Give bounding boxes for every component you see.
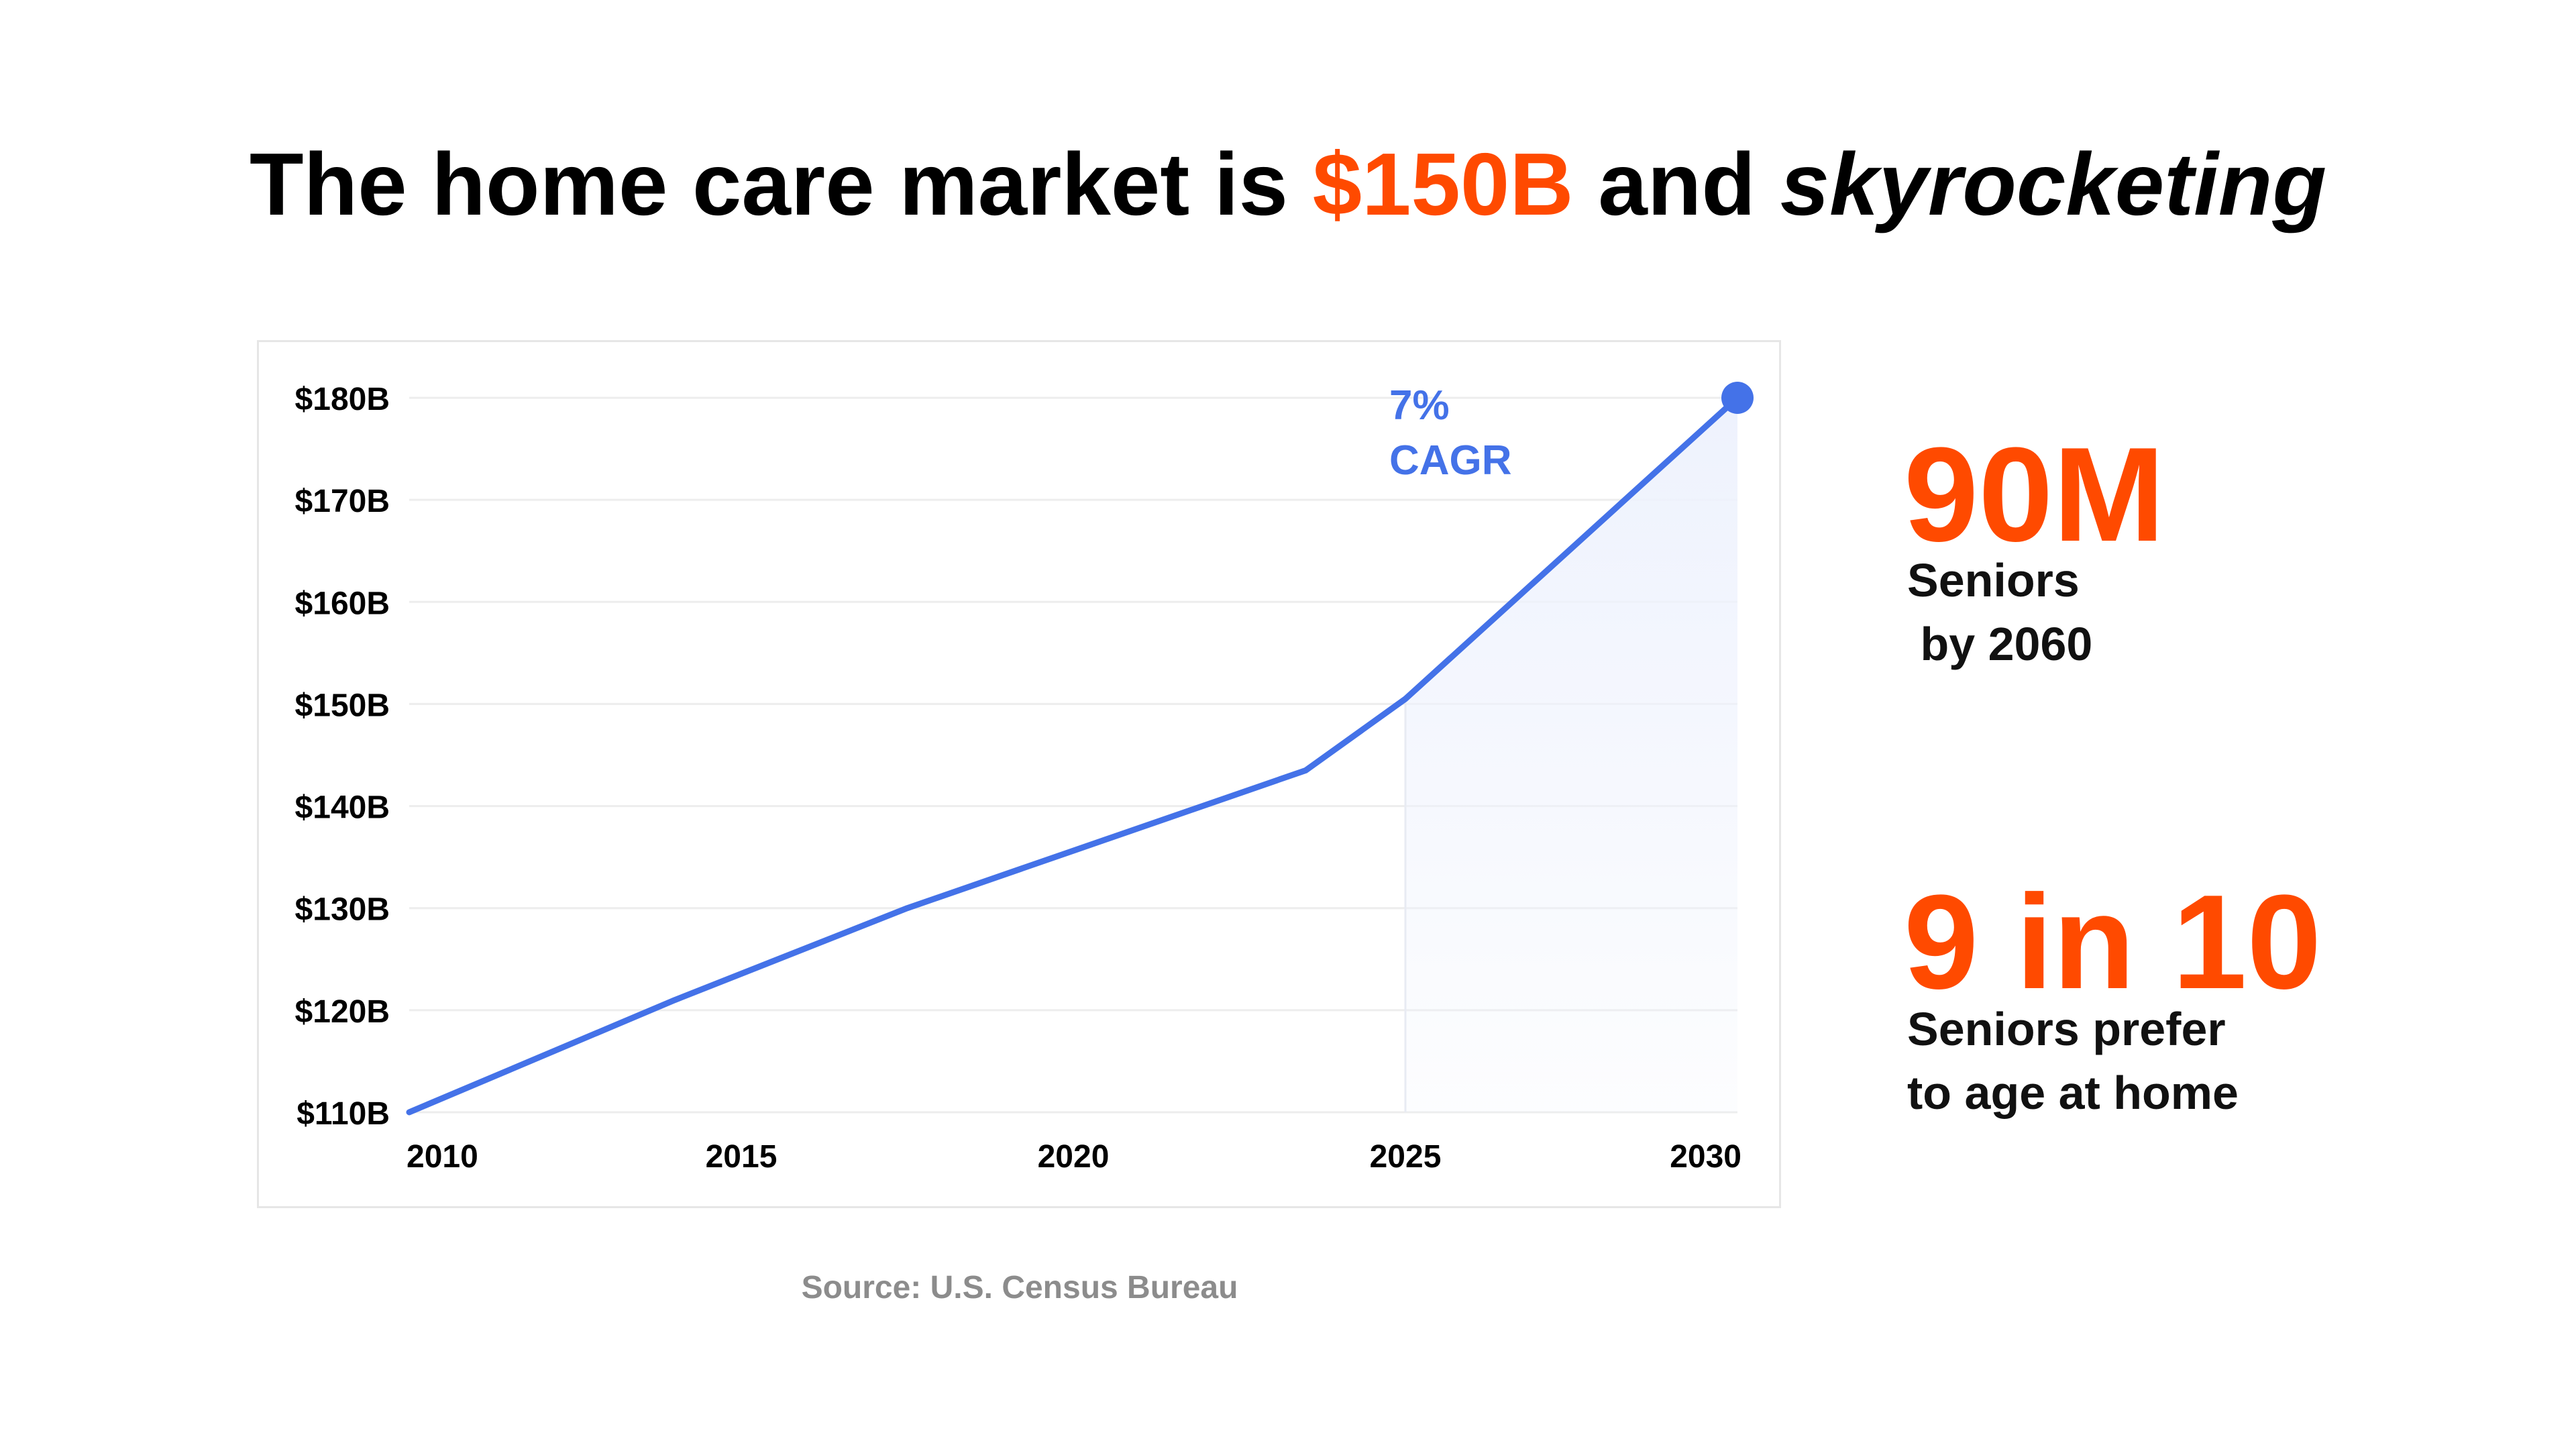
source-note: Source: U.S. Census Bureau [801, 1270, 1238, 1305]
y-tick-label: $110B [297, 1096, 390, 1132]
chart-gridlines [409, 396, 1737, 1114]
x-axis-tick-labels: 2010 2015 2020 2025 2030 [407, 1139, 1741, 1175]
stat-seniors-count: 90M [1904, 420, 2165, 570]
chart-frame: $110B $120B $130B $140B $150B $160B $170B $180B… [257, 340, 1781, 1208]
title-emphasis: skyrocketing [1780, 135, 2327, 233]
slide-title: The home care market is $150B and skyroc… [0, 131, 2576, 238]
title-market-size: $150B [1312, 135, 1574, 233]
market-size-line [406, 394, 1741, 1116]
y-tick-label: $150B [295, 688, 390, 723]
title-text-part1: The home care market is [249, 135, 1313, 233]
market-size-chart: $110B $120B $130B $140B $150B $160B $170B $180B… [295, 382, 1754, 1175]
y-tick-label: $140B [295, 790, 390, 826]
y-tick-label: $170B [295, 484, 390, 519]
y-tick-label: $160B [295, 586, 390, 621]
y-tick-label: $180B [295, 382, 390, 417]
stat-preference-caption-line2: to age at home [1907, 1067, 2239, 1119]
cagr-annotation-label: CAGR [1389, 437, 1512, 484]
cagr-annotation-value: 7% [1389, 382, 1450, 429]
y-tick-label: $120B [295, 994, 390, 1030]
x-tick-label: 2010 [407, 1139, 478, 1175]
y-tick-label: $130B [295, 892, 390, 928]
x-tick-label: 2020 [1038, 1139, 1110, 1175]
stat-preference-caption-line1: Seniors prefer [1907, 1003, 2226, 1055]
x-tick-label: 2025 [1370, 1139, 1442, 1175]
forecast-shaded-area [1405, 398, 1737, 1112]
stat-preference-ratio: 9 in 10 [1904, 867, 2322, 1017]
series-line-layer [406, 382, 1754, 1116]
endpoint-marker [1721, 382, 1754, 414]
y-axis-tick-labels: $110B $120B $130B $140B $150B $160B $170B $180B [295, 382, 390, 1132]
forecast-area [1404, 398, 1737, 1112]
chart-annotation: 7% CAGR [1389, 382, 1512, 484]
title-text-part2: and [1573, 135, 1780, 233]
stat-seniors-caption-line2: by 2060 [1907, 618, 2093, 670]
x-tick-label: 2030 [1670, 1139, 1741, 1175]
stat-seniors-caption-line1: Seniors [1907, 554, 2080, 606]
x-tick-label: 2015 [706, 1139, 777, 1175]
